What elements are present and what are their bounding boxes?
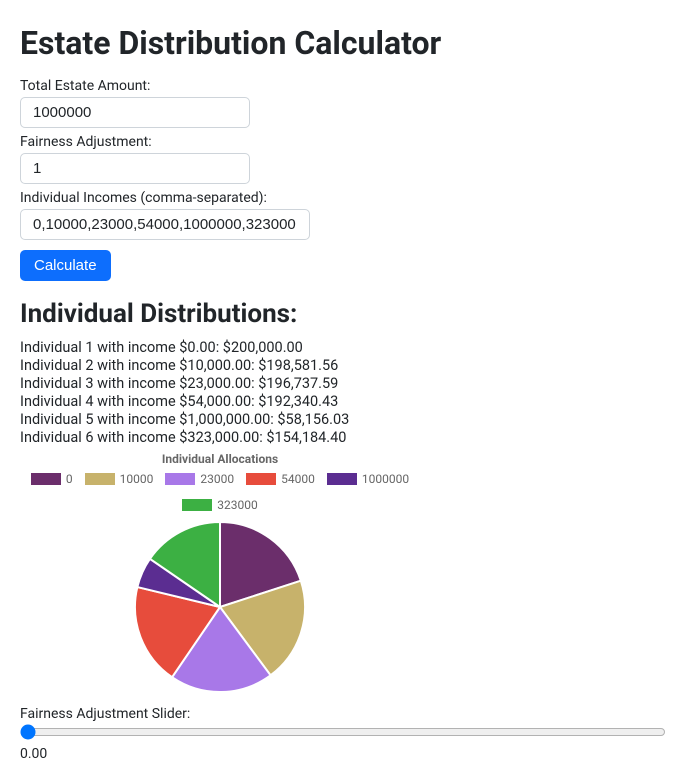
legend-label: 23000 — [200, 472, 234, 486]
legend-label: 0 — [66, 472, 73, 486]
legend-item[interactable]: 10000 — [85, 472, 154, 486]
list-item: Individual 3 with income $23,000.00: $19… — [20, 375, 666, 392]
page-title: Estate Distribution Calculator — [20, 24, 666, 62]
pie-chart — [135, 522, 305, 692]
list-item: Individual 5 with income $1,000,000.00: … — [20, 411, 666, 428]
legend-swatch — [327, 473, 357, 485]
incomes-input[interactable] — [20, 209, 310, 240]
legend-swatch — [85, 473, 115, 485]
legend-label: 10000 — [120, 472, 154, 486]
chart-title: Individual Allocations — [20, 452, 420, 466]
list-item: Individual 4 with income $54,000.00: $19… — [20, 393, 666, 410]
legend-label: 1000000 — [362, 472, 409, 486]
legend-swatch — [165, 473, 195, 485]
legend-swatch — [246, 473, 276, 485]
distribution-list: Individual 1 with income $0.00: $200,000… — [20, 339, 666, 446]
legend-label: 54000 — [281, 472, 315, 486]
slider-label: Fairness Adjustment Slider: — [20, 706, 666, 722]
list-item: Individual 1 with income $0.00: $200,000… — [20, 339, 666, 356]
calculate-button[interactable]: Calculate — [20, 250, 111, 281]
results-heading: Individual Distributions: — [20, 299, 666, 329]
legend-item[interactable]: 323000 — [182, 498, 257, 512]
slider-value: 0.00 — [20, 746, 666, 762]
legend-item[interactable]: 23000 — [165, 472, 234, 486]
list-item: Individual 2 with income $10,000.00: $19… — [20, 357, 666, 374]
legend-item[interactable]: 0 — [31, 472, 73, 486]
legend-item[interactable]: 54000 — [246, 472, 315, 486]
fairness-input[interactable] — [20, 153, 250, 184]
list-item: Individual 6 with income $323,000.00: $1… — [20, 429, 666, 446]
legend-swatch — [31, 473, 61, 485]
legend-swatch — [182, 499, 212, 511]
total-estate-label: Total Estate Amount: — [20, 78, 666, 94]
legend-label: 323000 — [217, 498, 257, 512]
incomes-label: Individual Incomes (comma-separated): — [20, 190, 666, 206]
chart-legend: 0 10000 23000 54000 1000000 323000 — [20, 472, 420, 512]
total-estate-input[interactable] — [20, 97, 250, 128]
legend-item[interactable]: 1000000 — [327, 472, 409, 486]
fairness-label: Fairness Adjustment: — [20, 134, 666, 150]
fairness-slider[interactable] — [20, 724, 666, 740]
chart-container: Individual Allocations 0 10000 23000 54000 1… — [20, 452, 420, 692]
